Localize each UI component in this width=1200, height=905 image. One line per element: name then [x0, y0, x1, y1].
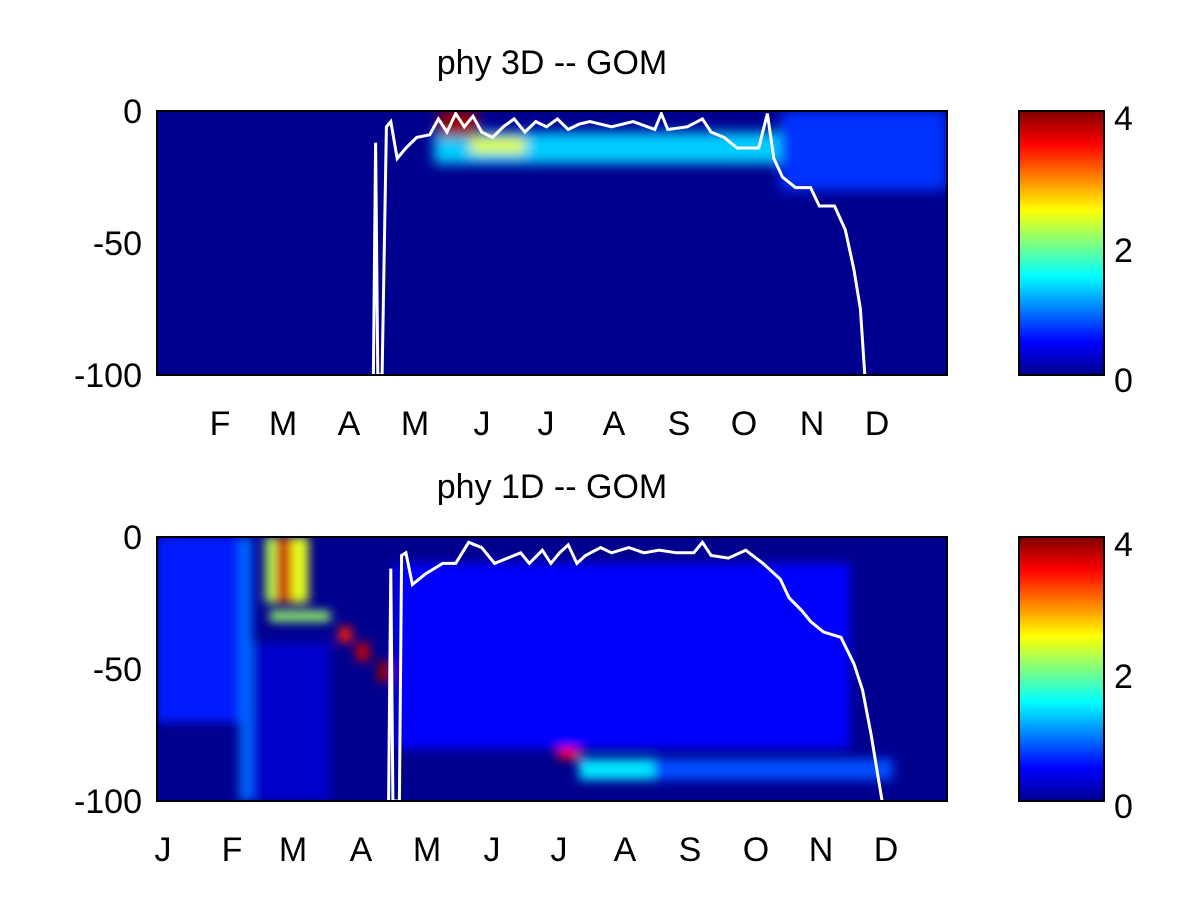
heat-cell — [654, 758, 893, 780]
x-tick-label: M — [401, 405, 429, 443]
colorbar-tick-label: 2 — [1114, 232, 1133, 270]
x-tick-label: M — [269, 405, 297, 443]
panel-1d-y-ticks: 0 -50 -100 — [74, 519, 142, 821]
panel-3d-axes-box — [156, 110, 948, 376]
x-tick-label: M — [279, 831, 307, 869]
colorbar-tick-label: 4 — [1114, 100, 1133, 138]
panel-1d-colorbar: 4 2 0 — [1018, 526, 1133, 826]
x-tick-label: A — [603, 405, 626, 443]
heat-cell — [291, 537, 309, 603]
heat-cell — [239, 537, 253, 801]
x-tick-label: J — [551, 831, 568, 869]
x-tick-label: S — [668, 405, 691, 443]
y-tick-label: -50 — [93, 651, 142, 689]
x-tick-label: F — [210, 405, 231, 443]
x-tick-label: M — [413, 831, 441, 869]
y-tick-label: -100 — [74, 783, 142, 821]
x-tick-label: S — [679, 831, 702, 869]
panel-1d-plot-area — [156, 536, 948, 802]
colorbar-tick-label: 0 — [1114, 362, 1133, 400]
heat-cell — [252, 642, 331, 801]
x-tick-label: D — [865, 405, 890, 443]
panel-1d-title: phy 1D -- GOM — [437, 468, 667, 506]
x-tick-label: N — [809, 831, 834, 869]
colorbar-tick-label: 2 — [1114, 658, 1133, 696]
panel-1d-mld-line — [387, 539, 884, 801]
x-tick-label: F — [222, 831, 243, 869]
x-tick-label: A — [614, 831, 637, 869]
x-tick-label: J — [538, 405, 555, 443]
y-tick-label: -100 — [74, 357, 142, 395]
y-tick-label: 0 — [123, 93, 142, 131]
panel-3d-colorbar: 4 2 0 — [1018, 100, 1133, 400]
x-tick-label: J — [484, 831, 501, 869]
heat-cell — [780, 111, 947, 191]
x-tick-label: O — [731, 405, 757, 443]
colorbar-tick-label: 4 — [1114, 526, 1133, 564]
x-tick-label: J — [474, 405, 491, 443]
panel-3d-y-ticks: 0 -50 -100 — [74, 93, 142, 395]
colorbar-tick-label: 0 — [1114, 788, 1133, 826]
x-tick-label: N — [800, 405, 825, 443]
y-tick-label: -50 — [93, 225, 142, 263]
panel-3d-plot-area — [156, 110, 948, 376]
x-tick-label: O — [743, 831, 769, 869]
panel-3d-mld-line — [371, 111, 867, 375]
x-tick-label: A — [338, 405, 361, 443]
heat-cell — [470, 137, 525, 154]
heat-cell — [338, 626, 352, 643]
x-tick-label: J — [155, 831, 172, 869]
panel-3d-title: phy 3D -- GOM — [437, 44, 667, 82]
heat-cell — [157, 537, 244, 722]
x-tick-label: D — [874, 831, 899, 869]
heat-cell — [579, 758, 655, 780]
panel-1d-heat-cells — [157, 537, 893, 801]
heat-cell — [356, 642, 370, 662]
heat-cell — [395, 563, 850, 749]
heat-cell — [269, 610, 331, 622]
panel-3d-colorbar-gradient — [1018, 110, 1105, 376]
panel-1d-axes-box — [156, 536, 948, 802]
panel-1d-colorbar-gradient — [1018, 536, 1105, 802]
y-tick-label: 0 — [123, 519, 142, 557]
x-tick-label: A — [350, 831, 373, 869]
heat-cell — [377, 661, 391, 683]
